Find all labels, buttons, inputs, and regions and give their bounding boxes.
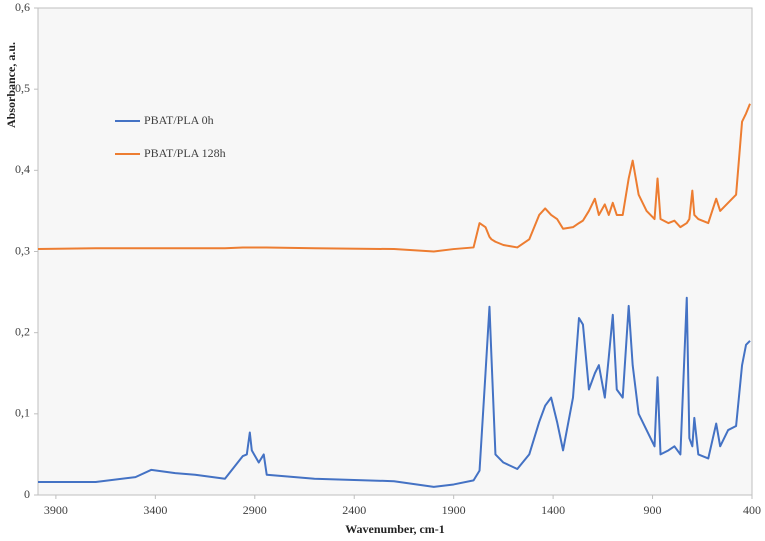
x-tick-label: 2400 [342, 503, 366, 517]
legend-label: PBAT/PLA 128h [144, 146, 226, 160]
y-tick-label: 0 [24, 487, 30, 501]
legend-label: PBAT/PLA 0h [144, 113, 214, 127]
x-tick-label: 1400 [541, 503, 565, 517]
y-tick-label: 0,1 [15, 406, 30, 420]
y-tick-label: 0,2 [15, 324, 30, 338]
x-tick-label: 400 [743, 503, 761, 517]
plot-area [37, 7, 753, 496]
x-tick-label: 1900 [442, 503, 466, 517]
y-tick-label: 0,3 [15, 243, 30, 257]
x-tick-label: 2900 [243, 503, 267, 517]
x-axis-title: Wavenumber, cm-1 [345, 522, 445, 536]
x-tick-label: 900 [644, 503, 662, 517]
x-tick-label: 3900 [44, 503, 68, 517]
data-line [37, 103, 751, 253]
y-tick-label: 0,5 [15, 81, 30, 95]
data-line [38, 296, 751, 488]
x-tick-label: 3400 [143, 503, 167, 517]
y-tick-label: 0,6 [15, 0, 30, 14]
y-tick-label: 0,4 [15, 162, 30, 176]
y-axis-title: Absorbance, a.u. [4, 42, 18, 128]
